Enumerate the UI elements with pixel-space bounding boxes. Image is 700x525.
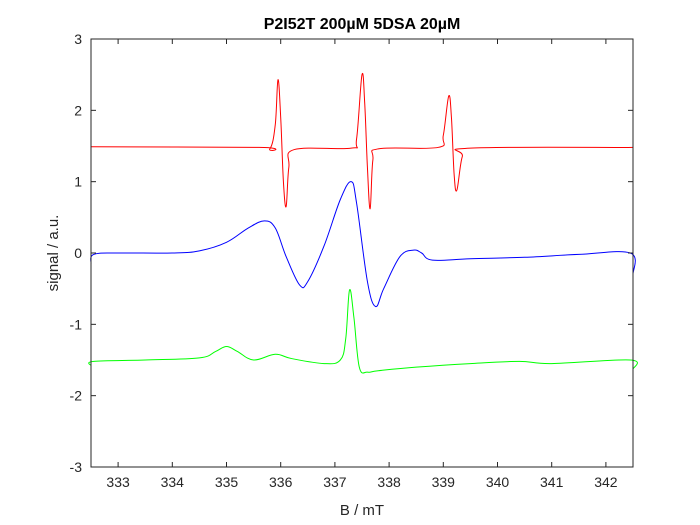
y-tick-label: -3 — [70, 459, 83, 475]
x-axis-label: B / mT — [340, 502, 384, 519]
y-tick-label: -1 — [70, 316, 83, 332]
series-line-3 — [88, 289, 638, 374]
x-tick-label: 333 — [106, 474, 130, 490]
x-tick-label: 338 — [377, 474, 401, 490]
y-axis: 3 2 1 0 -1 -2 -3 — [70, 31, 633, 475]
x-tick-label: 342 — [594, 474, 618, 490]
x-tick-label: 337 — [323, 474, 347, 490]
x-tick-label: 340 — [486, 474, 510, 490]
y-axis-label: signal / a.u. — [45, 215, 62, 292]
x-tick-label: 335 — [215, 474, 239, 490]
y-tick-label: 2 — [74, 102, 82, 118]
x-tick-label: 339 — [432, 474, 456, 490]
y-tick-label: -2 — [70, 388, 83, 404]
x-tick-label: 341 — [540, 474, 564, 490]
x-axis: 333 334 335 336 337 338 339 340 341 342 — [106, 39, 618, 490]
series-layer — [88, 72, 638, 374]
series-line-2 — [90, 181, 636, 308]
y-tick-label: 3 — [74, 31, 82, 47]
y-tick-label: 0 — [74, 245, 82, 261]
x-tick-label: 336 — [269, 474, 293, 490]
chart-title: P2I52T 200µM 5DSA 20µM — [264, 16, 461, 33]
x-tick-label: 334 — [161, 474, 185, 490]
series-line-1 — [90, 72, 634, 210]
y-tick-label: 1 — [74, 174, 82, 190]
